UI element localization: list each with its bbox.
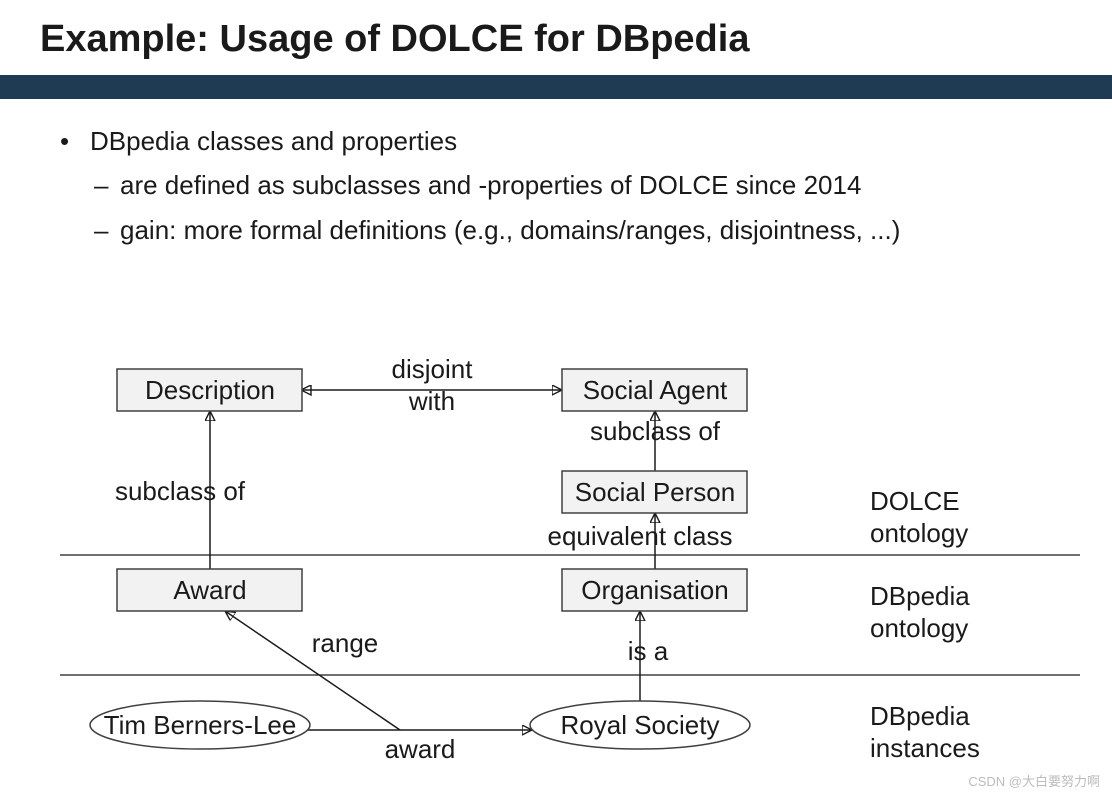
node-organisation: Organisation (562, 569, 747, 611)
watermark: CSDN @大白要努力啊 (968, 771, 1100, 790)
node-royal-society: Royal Society (530, 701, 750, 749)
svg-text:Social Person: Social Person (575, 477, 735, 507)
title-bar (0, 75, 1112, 99)
layer-label-dbpedia-2: ontology (870, 613, 968, 643)
layer-label-dolce-2: ontology (870, 518, 968, 548)
layer-label-instances-1: DBpedia (870, 701, 970, 731)
edge-subclass2-label: subclass of (590, 416, 721, 446)
layer-label-dolce-1: DOLCE (870, 486, 960, 516)
bullet-content: DBpedia classes and properties are defin… (0, 99, 1112, 250)
svg-text:Organisation: Organisation (581, 575, 728, 605)
bullet-sub2: gain: more formal definitions (e.g., dom… (60, 210, 1072, 250)
edge-disjoint-label2: with (408, 386, 455, 416)
node-award: Award (117, 569, 302, 611)
svg-text:Description: Description (145, 375, 275, 405)
layer-label-dbpedia-1: DBpedia (870, 581, 970, 611)
node-social-agent: Social Agent (562, 369, 747, 411)
edge-isa-label: is a (628, 636, 669, 666)
edge-equivalent-label: equivalent class (548, 521, 733, 551)
svg-text:Tim Berners-Lee: Tim Berners-Lee (104, 710, 297, 740)
edge-subclass1-label: subclass of (115, 476, 246, 506)
bullet-sub1: are defined as subclasses and -propertie… (60, 165, 1072, 205)
edge-award-label: award (385, 734, 456, 764)
layer-label-instances-2: instances (870, 733, 980, 763)
bullet-main: DBpedia classes and properties (60, 121, 1072, 161)
svg-text:Award: Award (173, 575, 246, 605)
ontology-diagram: DOLCE ontology DBpedia ontology DBpedia … (0, 330, 1112, 790)
slide-title: Example: Usage of DOLCE for DBpedia (0, 0, 1112, 75)
node-description: Description (117, 369, 302, 411)
svg-text:Royal Society: Royal Society (561, 710, 720, 740)
edge-range-label: range (312, 628, 379, 658)
edge-disjoint-label1: disjoint (392, 354, 474, 384)
svg-text:Social Agent: Social Agent (583, 375, 728, 405)
node-tbl: Tim Berners-Lee (90, 701, 310, 749)
node-social-person: Social Person (562, 471, 747, 513)
